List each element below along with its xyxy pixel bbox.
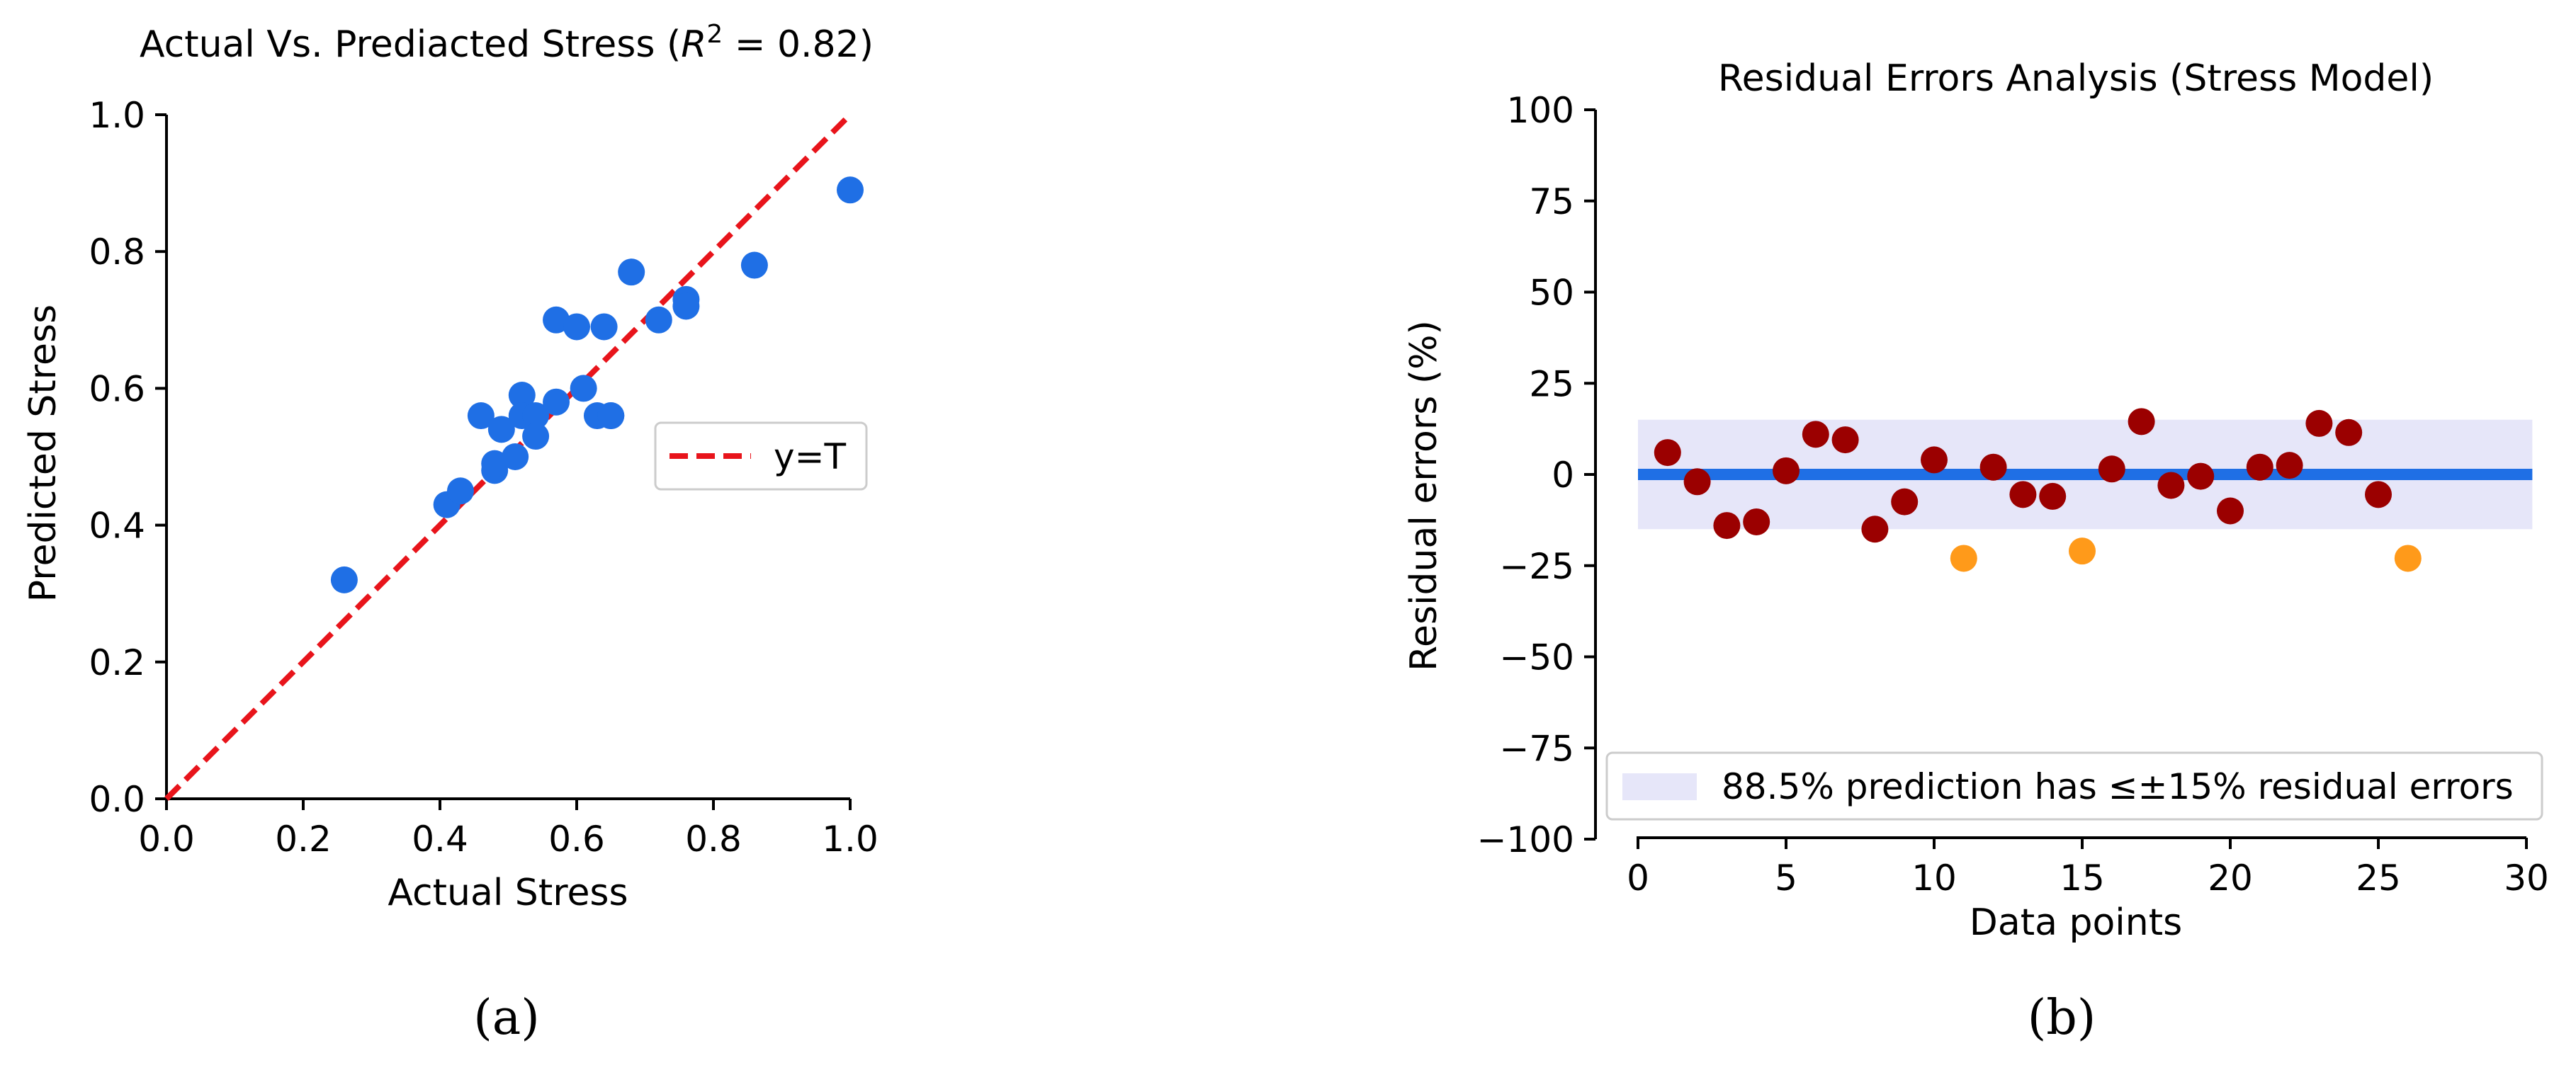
y-tick-label: 25: [1529, 363, 1574, 404]
chart-a-y-label: Predicted Stress: [22, 305, 64, 602]
data-point: [837, 176, 864, 204]
chart-b-legend: 88.5% prediction has ≤±15% residual erro…: [1605, 751, 2543, 821]
residual-point: [2246, 453, 2273, 481]
residual-point: [1921, 446, 1948, 474]
chart-a-title: Actual Vs. Prediacted Stress (R2 = 0.82): [140, 20, 874, 66]
data-point: [563, 313, 590, 341]
data-point: [597, 402, 625, 430]
y-tick-label: 0.8: [89, 232, 145, 273]
residual-point: [1654, 439, 1681, 467]
y-tick-label: 0: [1552, 455, 1574, 496]
chart-b-x-ticks: 0 5 10 15 20 25 30: [1627, 838, 2549, 899]
residual-point: [2128, 408, 2155, 436]
y-tick-label: 0.2: [89, 642, 145, 683]
data-point: [502, 443, 529, 470]
chart-a: Actual Vs. Prediacted Stress (R2 = 0.82)…: [22, 20, 879, 1046]
x-tick-label: 15: [2060, 858, 2105, 899]
y-tick-label: 75: [1529, 181, 1574, 222]
x-tick-label: 30: [2504, 858, 2549, 899]
y-tick-label: −75: [1499, 728, 1574, 769]
residual-point: [2335, 419, 2363, 446]
chart-a-x-ticks: 0.0 0.2 0.4 0.6 0.8 1.0: [138, 799, 879, 860]
data-point: [618, 258, 645, 286]
residual-point: [2217, 497, 2244, 525]
x-tick-label: 0.0: [138, 819, 195, 860]
residual-point: [2069, 537, 2096, 565]
data-point: [330, 566, 358, 593]
residual-point: [1802, 421, 1829, 448]
legend-label: 88.5% prediction has ≤±15% residual erro…: [1722, 766, 2514, 807]
x-tick-label: 10: [1911, 858, 1957, 899]
y-tick-label: 0.0: [89, 779, 145, 820]
data-point: [672, 292, 700, 320]
residual-point: [1713, 512, 1741, 540]
legend-band-swatch: [1622, 773, 1697, 800]
data-point: [508, 382, 536, 409]
y-tick-label: 0.4: [89, 506, 145, 547]
residual-point: [1773, 457, 1800, 484]
legend-frame: [1605, 751, 2543, 821]
y-tick-label: −100: [1477, 819, 1574, 860]
data-point: [481, 450, 509, 477]
data-point: [543, 388, 570, 416]
data-point: [543, 306, 570, 334]
residual-point: [2098, 455, 2125, 483]
x-tick-label: 5: [1775, 858, 1797, 899]
data-point: [446, 477, 474, 505]
residual-point: [2009, 481, 2037, 508]
residual-point: [1891, 488, 1919, 516]
y-tick-label: 100: [1507, 90, 1574, 131]
data-point: [487, 416, 515, 443]
x-tick-label: 0.2: [275, 819, 332, 860]
y-tick-label: 0.6: [89, 368, 145, 409]
legend-label: y=T: [774, 436, 846, 477]
residual-point: [1861, 516, 1889, 543]
chart-b-y-label: Residual errors (%): [1403, 320, 1445, 671]
x-tick-label: 20: [2208, 858, 2253, 899]
x-tick-label: 25: [2356, 858, 2401, 899]
chart-a-axes: [165, 115, 850, 800]
data-point: [590, 313, 618, 341]
residual-point: [2394, 545, 2422, 572]
x-tick-label: 0: [1627, 858, 1649, 899]
residual-point: [2365, 481, 2392, 508]
data-point: [740, 251, 768, 279]
x-tick-label: 0.8: [685, 819, 742, 860]
chart-b-points: [1654, 408, 2422, 572]
residual-point: [1743, 508, 1770, 535]
x-tick-label: 1.0: [822, 819, 879, 860]
chart-a-y-ticks: 0.0 0.2 0.4 0.6 0.8 1.0: [89, 95, 166, 820]
y-tick-label: 50: [1529, 273, 1574, 314]
residual-point: [2187, 462, 2215, 490]
legend-frame: [654, 421, 868, 491]
residual-point: [1683, 468, 1711, 496]
data-point: [467, 402, 495, 430]
residual-point: [1831, 426, 1859, 454]
chart-a-x-label: Actual Stress: [388, 872, 628, 914]
residual-point: [2157, 472, 2185, 499]
chart-b-y-ticks: 100 75 50 25 0 −25 −50 −75 −100: [1477, 90, 1595, 860]
x-tick-label: 0.6: [548, 819, 605, 860]
chart-b-x-label: Data points: [1970, 901, 2182, 944]
x-tick-label: 0.4: [412, 819, 468, 860]
chart-a-points: [330, 176, 864, 593]
residual-point: [2305, 409, 2333, 437]
chart-a-legend: y=T: [654, 421, 868, 491]
residual-point: [2276, 452, 2303, 479]
residual-point: [1979, 453, 2007, 481]
chart-b-title: Residual Errors Analysis (Stress Model): [1718, 57, 2434, 100]
y-tick-label: −25: [1499, 546, 1574, 587]
panel-label-a: (a): [473, 990, 540, 1046]
data-point: [522, 423, 550, 450]
data-point: [522, 402, 550, 430]
y-tick-label: 1.0: [89, 95, 145, 136]
residual-point: [2039, 482, 2067, 510]
y-tick-label: −50: [1499, 637, 1574, 678]
chart-b: Residual Errors Analysis (Stress Model) …: [1403, 57, 2549, 1046]
data-point: [645, 306, 672, 334]
data-point: [570, 375, 597, 402]
panel-label-b: (b): [2028, 990, 2096, 1046]
residual-point: [1950, 545, 1977, 572]
